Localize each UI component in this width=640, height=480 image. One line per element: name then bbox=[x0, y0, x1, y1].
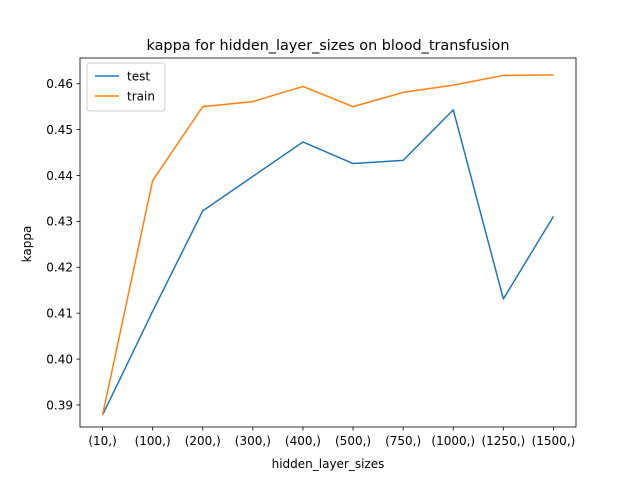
x-tick-label: (1500,) bbox=[532, 434, 576, 448]
y-tick-label: 0.44 bbox=[46, 169, 73, 183]
y-tick-label: 0.45 bbox=[46, 123, 73, 137]
legend-label-train: train bbox=[127, 89, 155, 103]
legend-box bbox=[86, 62, 166, 112]
y-tick-label: 0.43 bbox=[46, 215, 73, 229]
y-tick-label: 0.42 bbox=[46, 261, 73, 275]
x-tick-label: (10,) bbox=[88, 434, 116, 448]
chart-title: kappa for hidden_layer_sizes on blood_tr… bbox=[147, 38, 510, 54]
y-tick-label: 0.39 bbox=[46, 398, 73, 412]
legend-label-test: test bbox=[127, 69, 150, 83]
plot-area: (10,) (100,) (200,) (300,) (400,) (500,) (750,… bbox=[46, 57, 577, 448]
x-tick-label: (200,) bbox=[185, 434, 221, 448]
y-tick-label: 0.41 bbox=[46, 306, 73, 320]
x-tick-label: (500,) bbox=[335, 434, 371, 448]
y-axis-label: kappa bbox=[20, 226, 34, 263]
x-tick-label: (300,) bbox=[235, 434, 271, 448]
axes-frame bbox=[79, 57, 577, 428]
x-tick-label: (400,) bbox=[285, 434, 321, 448]
x-axis-label: hidden_layer_sizes bbox=[272, 457, 385, 471]
x-tick-label: (100,) bbox=[135, 434, 171, 448]
x-tick-label: (1250,) bbox=[481, 434, 525, 448]
y-tick-label: 0.40 bbox=[46, 352, 73, 366]
x-tick-label: (750,) bbox=[385, 434, 421, 448]
series-line-test bbox=[101, 109, 555, 416]
x-tick-label: (1000,) bbox=[431, 434, 475, 448]
series-line-train bbox=[101, 74, 554, 416]
y-tick-label: 0.46 bbox=[46, 77, 73, 91]
